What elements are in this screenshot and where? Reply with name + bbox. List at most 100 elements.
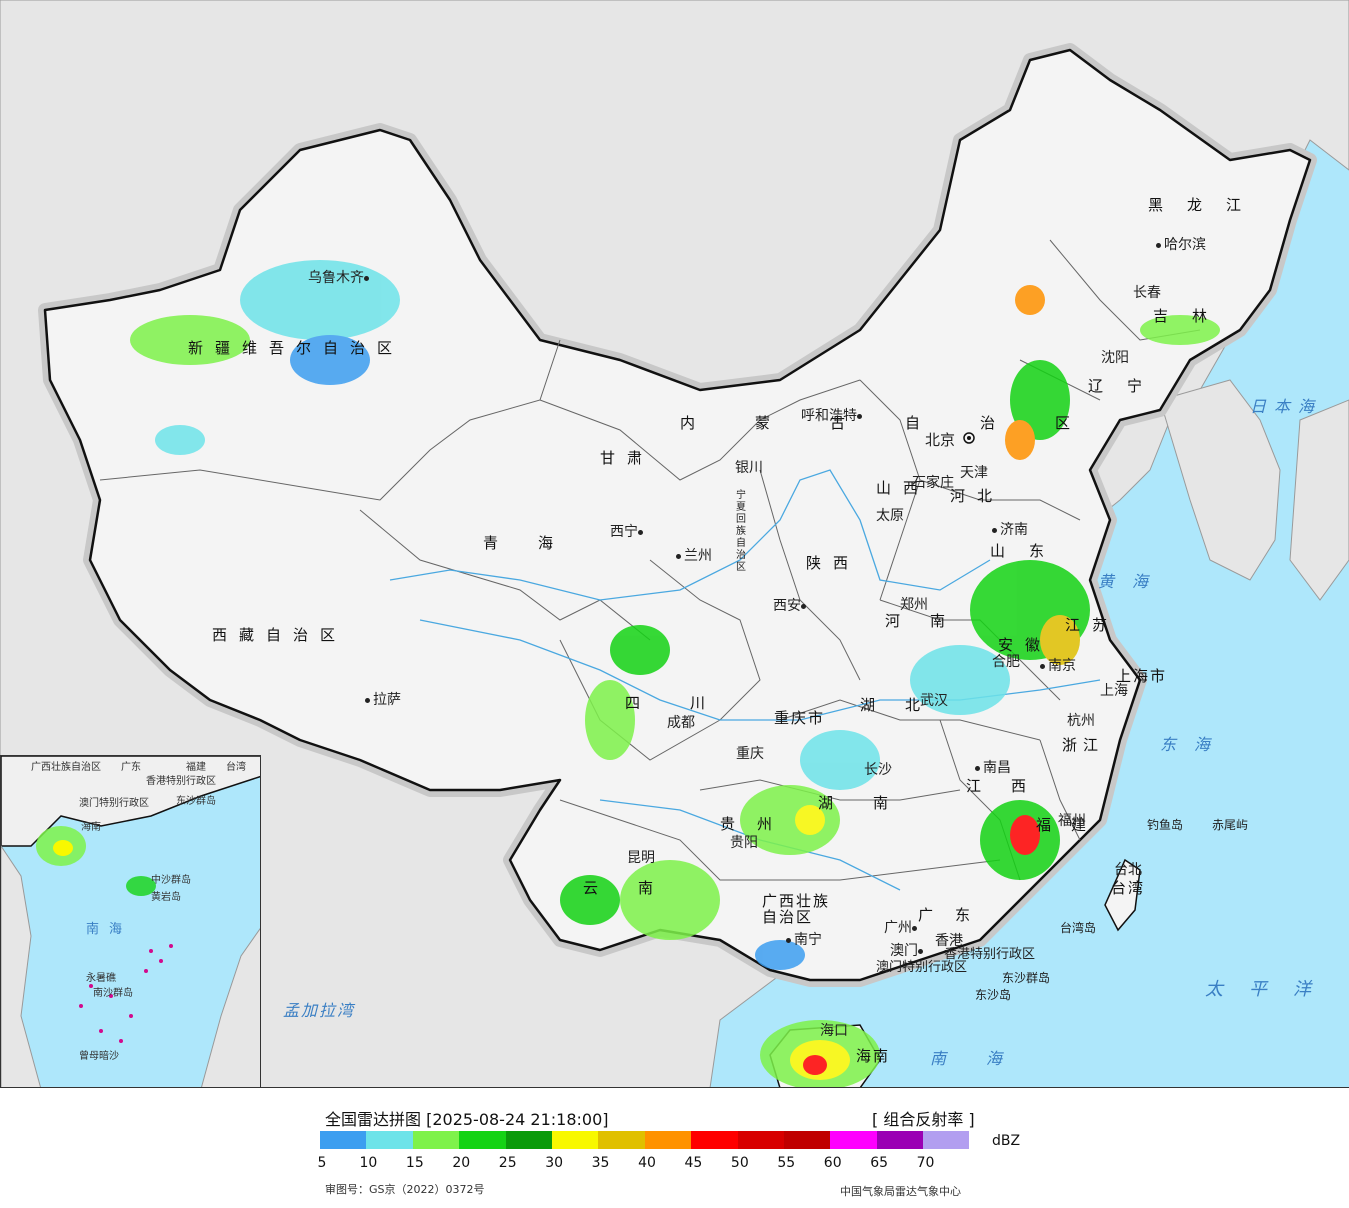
sea-label: 黄海 bbox=[1098, 572, 1167, 591]
legend-swatch bbox=[644, 1131, 692, 1149]
province-label: 青海 bbox=[483, 534, 594, 552]
city-label: 拉萨 bbox=[365, 692, 401, 708]
legend-tick-label: 15 bbox=[405, 1155, 424, 1171]
city-label: 海口 bbox=[820, 1023, 848, 1039]
inset-label: 福建 bbox=[186, 762, 206, 773]
province-label: 新疆维吾尔自治区 bbox=[188, 339, 405, 357]
sea-label: 孟加拉湾 bbox=[283, 1001, 356, 1020]
radar-echoes bbox=[130, 260, 1220, 1087]
island-label: 赤尾屿 bbox=[1212, 818, 1249, 832]
inset-label: 南海 bbox=[86, 922, 133, 937]
province-label: 广东 bbox=[918, 906, 993, 924]
city-label: 台北 bbox=[1114, 862, 1142, 878]
legend-swatch bbox=[505, 1131, 552, 1149]
province-label: 四川 bbox=[625, 694, 756, 712]
legend-swatch bbox=[551, 1131, 599, 1149]
city-label: 济南 bbox=[992, 522, 1028, 538]
legend-ticks: 5 10 15 20 25 30 35 40 45 50 55 60 65 70 bbox=[318, 1155, 970, 1173]
legend-swatch bbox=[783, 1131, 831, 1149]
city-label: 南宁 bbox=[786, 932, 822, 948]
city-label: 呼和浩特 bbox=[801, 408, 865, 424]
legend-swatch bbox=[412, 1131, 460, 1149]
legend-swatch bbox=[691, 1131, 738, 1149]
legend-tick-label: 25 bbox=[498, 1155, 517, 1171]
province-label: 海南 bbox=[856, 1047, 891, 1065]
inset-label: 永暑礁 bbox=[86, 973, 116, 984]
sea-label: 日本海 bbox=[1250, 397, 1323, 416]
province-label: 黑龙江 bbox=[1148, 196, 1266, 214]
legend-title: 全国雷达拼图 [2025-08-24 21:18:00] bbox=[325, 1110, 609, 1129]
city-label: 澳门 bbox=[890, 943, 926, 959]
province-label: 江西 bbox=[966, 777, 1057, 795]
legend-swatch bbox=[830, 1131, 877, 1149]
legend-swatch bbox=[598, 1131, 645, 1149]
inset-label: 澳门特别行政区 bbox=[79, 798, 149, 809]
city-label: 合肥 bbox=[992, 654, 1020, 670]
city-label: 西宁 bbox=[610, 524, 646, 540]
legend-swatch bbox=[320, 1131, 367, 1149]
province-label: 云南 bbox=[583, 879, 694, 897]
province-label: 宁夏回族自治区 bbox=[736, 490, 746, 573]
city-label: 南京 bbox=[1040, 658, 1076, 674]
source-credit: 中国气象局雷达气象中心 bbox=[840, 1185, 961, 1198]
province-label: 辽宁 bbox=[1088, 377, 1167, 395]
city-label: 太原 bbox=[876, 508, 904, 524]
legend-tick-label: 65 bbox=[870, 1155, 889, 1171]
inset-label: 广东 bbox=[121, 762, 141, 773]
province-label: 陕西 bbox=[806, 554, 861, 572]
inset-label: 东沙群岛 bbox=[176, 796, 216, 807]
city-label: 西安 bbox=[773, 598, 809, 614]
legend-tick-label: 60 bbox=[823, 1155, 842, 1171]
legend-swatch bbox=[876, 1131, 924, 1149]
legend-product: [ 组合反射率 ] bbox=[872, 1110, 975, 1129]
island-label: 东沙群岛 bbox=[1002, 971, 1051, 985]
inset-label: 曾母暗沙 bbox=[79, 1051, 119, 1062]
legend-tick-label: 45 bbox=[684, 1155, 703, 1171]
province-label: 澳门特别行政区 bbox=[876, 960, 968, 975]
island-label: 东沙岛 bbox=[975, 988, 1012, 1002]
city-label: 上海 bbox=[1100, 683, 1128, 699]
legend-tick-label: 35 bbox=[591, 1155, 610, 1171]
province-label: 湖南 bbox=[818, 794, 929, 812]
sea-label: 东海 bbox=[1160, 735, 1229, 754]
legend-tick-label: 55 bbox=[777, 1155, 796, 1171]
province-label: 贵州 bbox=[720, 815, 795, 833]
province-label: 广西壮族自治区 bbox=[762, 892, 831, 926]
inset-label: 广西壮族自治区 bbox=[31, 762, 101, 773]
legend-color-bar bbox=[320, 1131, 970, 1149]
province-label: 江苏 bbox=[1065, 616, 1120, 634]
legend-swatch bbox=[737, 1131, 784, 1149]
city-label: 武汉 bbox=[920, 693, 948, 709]
legend-tick-label: 70 bbox=[916, 1155, 935, 1171]
city-label: 福州 bbox=[1058, 813, 1086, 829]
city-label: 郑州 bbox=[900, 597, 928, 613]
province-label: 山西 bbox=[876, 479, 931, 497]
inset-label: 台湾 bbox=[226, 762, 246, 773]
province-label: 甘肃 bbox=[600, 449, 655, 467]
city-label: 贵阳 bbox=[730, 835, 758, 851]
radar-map: 新疆维吾尔自治区 西藏自治区 青海 甘肃 内蒙古自治区 黑龙江 吉林 辽宁 河北… bbox=[0, 0, 1349, 1088]
japan-korea-land bbox=[1159, 379, 1349, 601]
province-label: 湖北 bbox=[860, 696, 951, 714]
legend-unit: dBZ bbox=[992, 1133, 1021, 1149]
province-label: 河南 bbox=[885, 612, 976, 630]
island-label: 台湾岛 bbox=[1060, 921, 1097, 935]
province-label: 重庆市 bbox=[774, 709, 826, 727]
inset-label: 香港特别行政区 bbox=[146, 776, 216, 787]
legend-tick-label: 50 bbox=[730, 1155, 749, 1171]
legend-swatch bbox=[459, 1131, 506, 1149]
province-label: 浙江 bbox=[1062, 736, 1105, 754]
city-label: 长沙 bbox=[864, 762, 892, 778]
capital-marker bbox=[963, 432, 975, 444]
city-label: 香港 bbox=[935, 933, 963, 949]
province-label: 内蒙古自治区 bbox=[680, 414, 1131, 432]
city-label: 哈尔滨 bbox=[1156, 237, 1206, 253]
city-label: 杭州 bbox=[1067, 713, 1095, 729]
province-boundaries bbox=[99, 239, 1201, 881]
city-label: 兰州 bbox=[676, 548, 712, 564]
sea-label: 太平洋 bbox=[1205, 979, 1337, 1000]
inset-label: 南沙群岛 bbox=[93, 988, 133, 999]
legend-swatch bbox=[366, 1131, 413, 1149]
province-label: 香港特别行政区 bbox=[944, 947, 1036, 962]
city-label: 长春 bbox=[1133, 285, 1161, 301]
